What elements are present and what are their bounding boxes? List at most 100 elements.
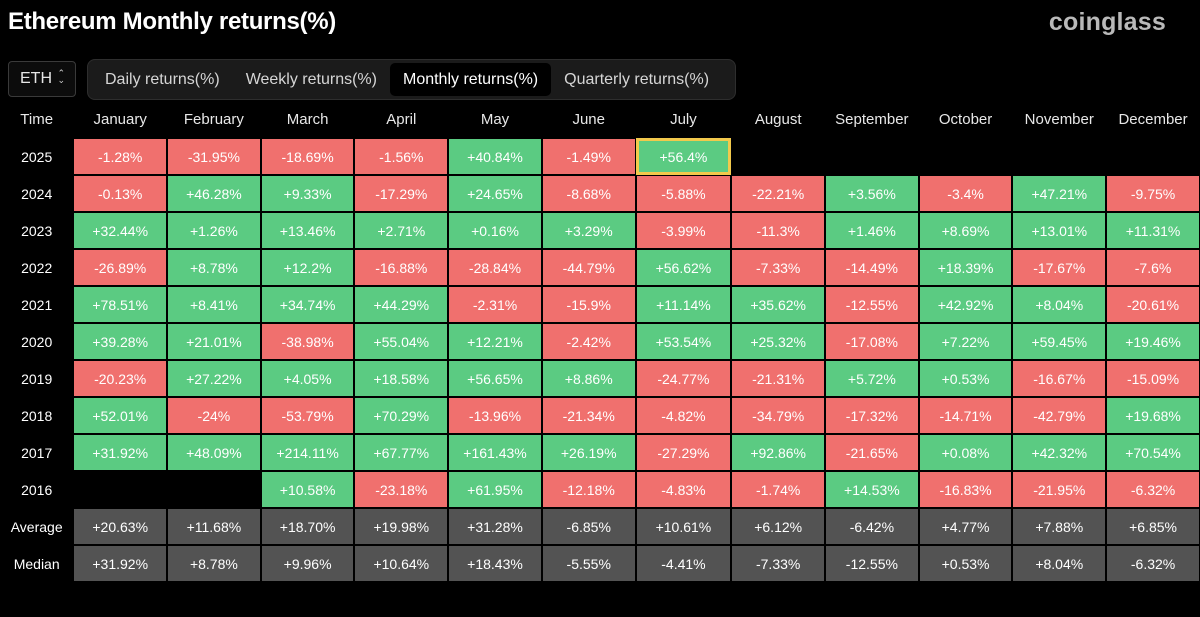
return-cell[interactable]: -4.83% [635,471,732,508]
return-cell[interactable]: -21.34% [541,397,636,434]
return-cell[interactable]: +11.68% [167,508,261,545]
return-cell[interactable]: -4.41% [635,545,732,582]
return-cell[interactable]: +19.68% [1106,397,1200,434]
tab-weekly-returns[interactable]: Weekly returns(%) [245,70,377,88]
return-cell[interactable]: -7.33% [731,249,826,286]
return-cell[interactable]: +12.21% [448,323,542,360]
return-cell[interactable]: -23.18% [354,471,449,508]
return-cell[interactable]: -44.79% [541,249,636,286]
return-cell[interactable]: +8.78% [167,249,261,286]
return-cell[interactable]: +70.29% [354,397,449,434]
return-cell[interactable]: -2.42% [541,323,636,360]
return-cell[interactable]: +13.01% [1012,212,1107,249]
return-cell[interactable]: +56.62% [635,249,732,286]
return-cell[interactable]: -12.55% [825,545,919,582]
return-cell[interactable]: +161.43% [448,434,542,471]
return-cell[interactable]: +31.92% [73,545,168,582]
return-cell[interactable]: -12.18% [541,471,636,508]
tab-daily-returns[interactable]: Daily returns(%) [105,70,220,88]
return-cell[interactable]: -26.89% [73,249,168,286]
return-cell[interactable]: -31.95% [167,138,261,175]
return-cell[interactable]: +61.95% [448,471,542,508]
return-cell[interactable]: +42.32% [1012,434,1107,471]
return-cell[interactable]: -24.77% [635,360,732,397]
return-cell[interactable]: -17.29% [354,175,449,212]
return-cell[interactable]: +13.46% [260,212,355,249]
return-cell[interactable]: -24% [167,397,261,434]
return-cell[interactable]: -4.82% [635,397,732,434]
return-cell[interactable]: -11.3% [731,212,826,249]
return-cell[interactable]: -15.9% [541,286,636,323]
return-cell[interactable]: -3.4% [918,175,1013,212]
return-cell[interactable]: -7.33% [731,545,826,582]
return-cell[interactable]: -1.74% [731,471,826,508]
return-cell[interactable]: +0.53% [918,545,1013,582]
return-cell[interactable]: +0.08% [918,434,1013,471]
return-cell[interactable]: +47.21% [1012,175,1107,212]
return-cell[interactable]: +20.63% [73,508,168,545]
return-cell[interactable]: +31.92% [73,434,168,471]
return-cell[interactable]: +46.28% [167,175,261,212]
return-cell[interactable]: +34.74% [260,286,355,323]
return-cell[interactable]: -1.28% [73,138,168,175]
return-cell[interactable]: -16.88% [354,249,449,286]
return-cell[interactable]: +8.78% [167,545,261,582]
return-cell[interactable]: +32.44% [73,212,168,249]
return-cell[interactable]: +21.01% [167,323,261,360]
return-cell[interactable]: +18.39% [918,249,1013,286]
tab-monthly-returns[interactable]: Monthly returns(%) [389,63,552,96]
return-cell[interactable]: -6.32% [1106,545,1200,582]
return-cell[interactable]: +10.58% [260,471,355,508]
return-cell[interactable]: -6.42% [825,508,919,545]
return-cell[interactable]: -28.84% [448,249,542,286]
return-cell[interactable]: +7.22% [918,323,1013,360]
return-cell[interactable]: +2.71% [354,212,449,249]
return-cell[interactable]: +14.53% [825,471,919,508]
return-cell[interactable]: +67.77% [354,434,449,471]
return-cell[interactable]: -20.61% [1106,286,1200,323]
return-cell[interactable]: +78.51% [73,286,168,323]
return-cell[interactable]: +11.31% [1106,212,1200,249]
return-cell[interactable]: +214.11% [260,434,355,471]
return-cell[interactable]: -18.69% [260,138,355,175]
return-cell[interactable]: -42.79% [1012,397,1107,434]
return-cell[interactable]: +9.96% [260,545,355,582]
return-cell[interactable]: -38.98% [260,323,355,360]
return-cell[interactable]: -8.68% [541,175,636,212]
return-cell[interactable]: +24.65% [448,175,542,212]
return-cell[interactable]: +55.04% [354,323,449,360]
return-cell[interactable]: +92.86% [731,434,826,471]
return-cell[interactable]: +56.4% [635,138,732,175]
return-cell[interactable]: -17.32% [825,397,919,434]
return-cell[interactable]: +70.54% [1106,434,1200,471]
return-cell[interactable]: +6.85% [1106,508,1200,545]
return-cell[interactable]: -12.55% [825,286,919,323]
return-cell[interactable]: +10.61% [635,508,732,545]
return-cell[interactable]: +52.01% [73,397,168,434]
return-cell[interactable]: +59.45% [1012,323,1107,360]
return-cell[interactable]: -3.99% [635,212,732,249]
return-cell[interactable]: +53.54% [635,323,732,360]
return-cell[interactable]: -20.23% [73,360,168,397]
return-cell[interactable]: +48.09% [167,434,261,471]
return-cell[interactable]: -0.13% [73,175,168,212]
return-cell[interactable]: -17.08% [825,323,919,360]
return-cell[interactable]: +18.43% [448,545,542,582]
return-cell[interactable]: +40.84% [448,138,542,175]
return-cell[interactable]: +5.72% [825,360,919,397]
return-cell[interactable]: -16.67% [1012,360,1107,397]
return-cell[interactable]: +35.62% [731,286,826,323]
return-cell[interactable]: +8.41% [167,286,261,323]
return-cell[interactable]: -14.49% [825,249,919,286]
return-cell[interactable]: +11.14% [635,286,732,323]
return-cell[interactable]: +8.04% [1012,545,1107,582]
return-cell[interactable]: -27.29% [635,434,732,471]
return-cell[interactable]: +0.53% [918,360,1013,397]
return-cell[interactable]: +56.65% [448,360,542,397]
return-cell[interactable]: -1.49% [541,138,636,175]
return-cell[interactable]: +4.05% [260,360,355,397]
return-cell[interactable]: -2.31% [448,286,542,323]
return-cell[interactable]: -34.79% [731,397,826,434]
return-cell[interactable]: -21.65% [825,434,919,471]
return-cell[interactable]: -5.55% [541,545,636,582]
